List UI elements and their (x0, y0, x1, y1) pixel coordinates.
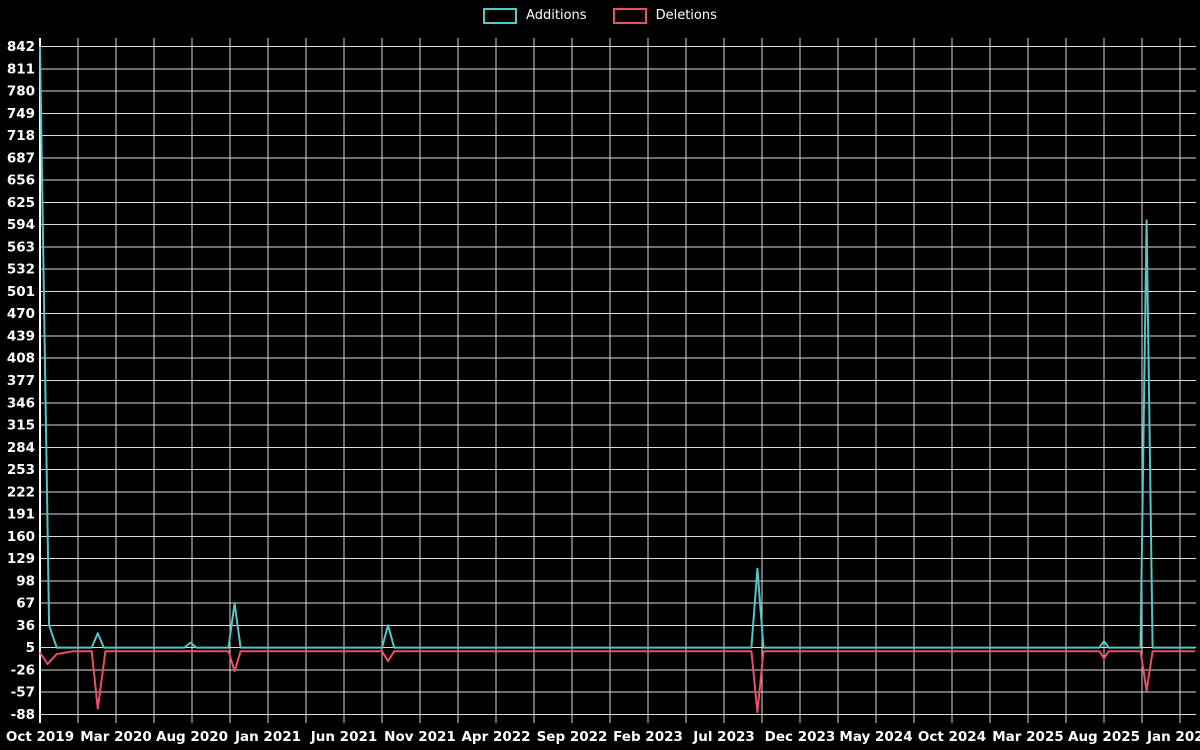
legend-label-deletions: Deletions (655, 8, 717, 23)
svg-text:687: 687 (7, 150, 35, 166)
svg-text:Aug 2020: Aug 2020 (156, 729, 228, 745)
svg-text:253: 253 (7, 462, 35, 478)
svg-text:36: 36 (16, 618, 35, 634)
legend-label-additions: Additions (526, 8, 587, 23)
x-axis-tick-labels: Oct 2019 Mar 2020 Aug 2020 Jan 2021 Jun 2021… (6, 729, 1200, 745)
svg-text:191: 191 (7, 507, 35, 523)
deletions-swatch-icon (612, 8, 647, 24)
svg-text:-88: -88 (11, 707, 35, 723)
svg-text:67: 67 (16, 596, 35, 612)
svg-text:Sep 2022: Sep 2022 (537, 729, 608, 745)
svg-text:98: 98 (16, 573, 35, 589)
svg-text:377: 377 (7, 373, 35, 389)
svg-text:Oct 2019: Oct 2019 (6, 729, 74, 745)
svg-text:Aug 2025: Aug 2025 (1068, 729, 1140, 745)
svg-text:Jun 2021: Jun 2021 (310, 729, 378, 745)
y-axis-tick-labels: 842 811 780 749 718 687 656 625 594 563 532 501 470 4… (7, 39, 35, 723)
svg-text:656: 656 (7, 173, 35, 189)
svg-text:408: 408 (7, 351, 35, 367)
svg-text:Oct 2024: Oct 2024 (918, 729, 986, 745)
svg-text:780: 780 (7, 84, 35, 100)
svg-text:129: 129 (7, 551, 35, 567)
svg-text:Nov 2021: Nov 2021 (384, 729, 456, 745)
svg-text:-57: -57 (11, 685, 35, 701)
grid-lines (39, 38, 1196, 723)
legend-item-additions[interactable]: Additions (483, 8, 587, 24)
svg-text:Mar 2025: Mar 2025 (992, 729, 1063, 745)
svg-text:Mar 2020: Mar 2020 (80, 729, 151, 745)
svg-text:Jul 2023: Jul 2023 (692, 729, 755, 745)
svg-text:Jan 2021: Jan 2021 (234, 729, 301, 745)
legend-item-deletions[interactable]: Deletions (612, 8, 717, 24)
additions-swatch-icon (483, 8, 518, 24)
svg-text:842: 842 (7, 39, 35, 55)
svg-text:439: 439 (7, 329, 35, 345)
svg-text:160: 160 (7, 529, 35, 545)
svg-text:594: 594 (7, 217, 35, 233)
svg-text:Apr 2022: Apr 2022 (461, 729, 530, 745)
svg-text:470: 470 (7, 306, 35, 322)
svg-text:Dec 2023: Dec 2023 (765, 729, 836, 745)
svg-text:563: 563 (7, 239, 35, 255)
svg-text:749: 749 (7, 106, 35, 122)
svg-text:625: 625 (7, 195, 35, 211)
svg-text:May 2024: May 2024 (839, 729, 912, 745)
svg-text:284: 284 (7, 440, 35, 456)
svg-text:5: 5 (26, 640, 35, 656)
svg-text:-26: -26 (11, 662, 35, 678)
svg-text:315: 315 (7, 418, 35, 434)
svg-text:718: 718 (7, 128, 35, 144)
svg-text:222: 222 (7, 484, 35, 500)
chart-legend: Additions Deletions (0, 8, 1200, 24)
deletions-line-series (39, 650, 1196, 714)
svg-text:346: 346 (7, 395, 35, 411)
svg-text:811: 811 (7, 61, 35, 77)
additions-line-series (39, 46, 1196, 649)
svg-text:Feb 2023: Feb 2023 (613, 729, 683, 745)
svg-text:501: 501 (7, 284, 35, 300)
svg-text:532: 532 (7, 262, 35, 278)
svg-text:Jan 2026: Jan 2026 (1146, 729, 1200, 745)
